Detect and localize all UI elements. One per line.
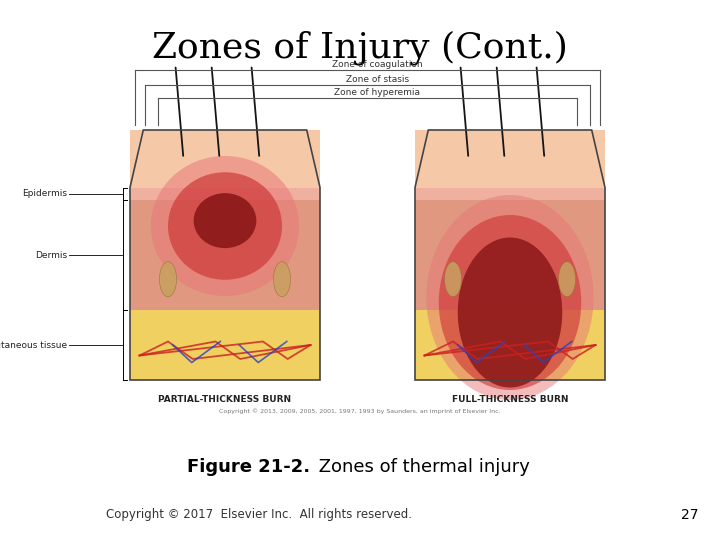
- Ellipse shape: [168, 172, 282, 280]
- Text: Copyright © 2013, 2009, 2005, 2001, 1997, 1993 by Saunders, an imprint of Elsevi: Copyright © 2013, 2009, 2005, 2001, 1997…: [219, 408, 501, 414]
- Ellipse shape: [151, 156, 299, 296]
- Bar: [130, 200, 320, 310]
- Text: Copyright © 2017  Elsevier Inc.  All rights reserved.: Copyright © 2017 Elsevier Inc. All right…: [107, 508, 412, 521]
- Bar: [130, 187, 320, 200]
- Bar: [415, 187, 605, 200]
- Text: Zones of Injury (Cont.): Zones of Injury (Cont.): [152, 30, 568, 65]
- Text: Figure 21-2.: Figure 21-2.: [187, 458, 310, 476]
- Text: Dermis: Dermis: [35, 251, 67, 260]
- Text: Zones of thermal injury: Zones of thermal injury: [313, 458, 530, 476]
- Bar: [415, 310, 605, 380]
- Bar: [130, 310, 320, 380]
- Ellipse shape: [458, 238, 562, 388]
- Text: 27: 27: [681, 508, 698, 522]
- Ellipse shape: [444, 262, 462, 296]
- Text: PARTIAL-THICKNESS BURN: PARTIAL-THICKNESS BURN: [158, 395, 292, 404]
- Ellipse shape: [426, 195, 593, 400]
- Ellipse shape: [438, 215, 581, 390]
- Text: Zone of stasis: Zone of stasis: [346, 75, 409, 84]
- Text: FULL-THICKNESS BURN: FULL-THICKNESS BURN: [451, 395, 568, 404]
- Bar: [130, 130, 320, 187]
- Ellipse shape: [559, 262, 575, 296]
- Ellipse shape: [194, 193, 256, 248]
- Text: Zone of coagulation: Zone of coagulation: [332, 60, 423, 69]
- Bar: [415, 200, 605, 310]
- Ellipse shape: [159, 262, 176, 296]
- Text: Epidermis: Epidermis: [22, 189, 67, 198]
- Text: Subcutaneous tissue: Subcutaneous tissue: [0, 341, 67, 349]
- Bar: [415, 130, 605, 187]
- Text: Zone of hyperemia: Zone of hyperemia: [335, 88, 420, 97]
- Ellipse shape: [274, 262, 291, 296]
